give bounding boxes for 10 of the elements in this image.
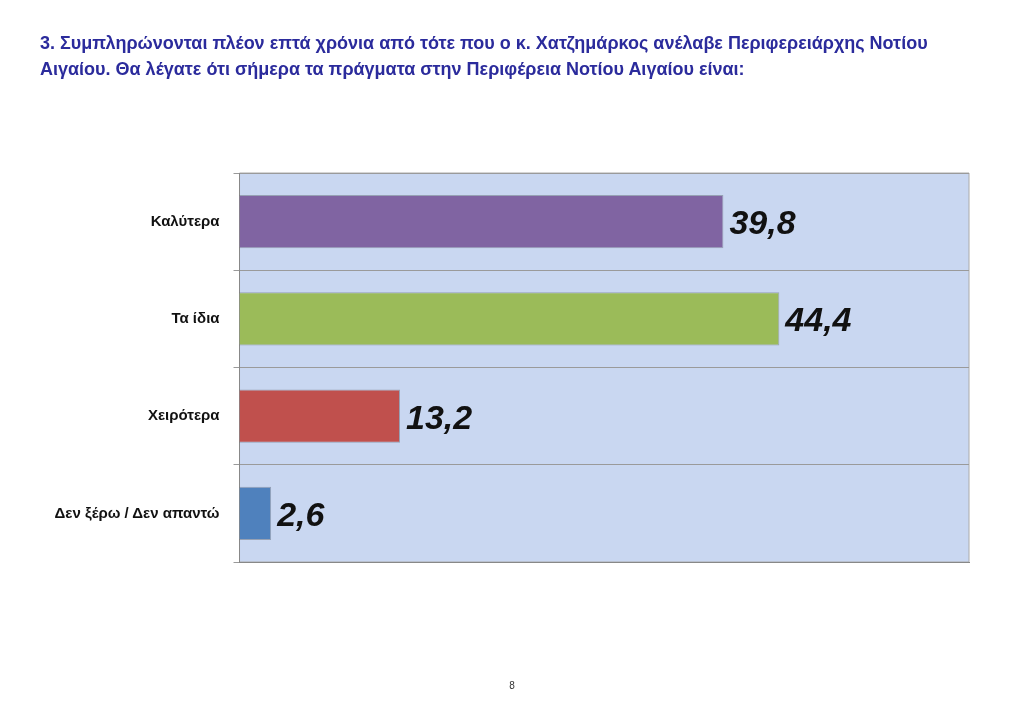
y-tick-label: Δεν ξέρω / Δεν απαντώ — [54, 503, 220, 521]
data-label: 44,4 — [784, 300, 852, 339]
y-tick-label: Τα ίδια — [171, 309, 221, 327]
chart-title: 3. Συμπληρώνονται πλέον επτά χρόνια από τότε που ο κ. Χατζημάρκος ανέλαβε Περιφερειάρχης Νοτίου Αιγαίου. Θα λέγατε ότι σήμερα τα πράγματα στην Περιφέρεια Νοτίου Αιγαίου είναι: — [40, 32, 929, 81]
data-label: 39,8 — [729, 203, 796, 241]
data-label: 13,2 — [406, 397, 473, 436]
text: 8 — [508, 680, 516, 691]
y-tick-label: Καλύτερα — [150, 211, 221, 229]
data-label: 2,6 — [276, 494, 326, 533]
y-tick-label: Χειρότερα — [147, 406, 221, 424]
